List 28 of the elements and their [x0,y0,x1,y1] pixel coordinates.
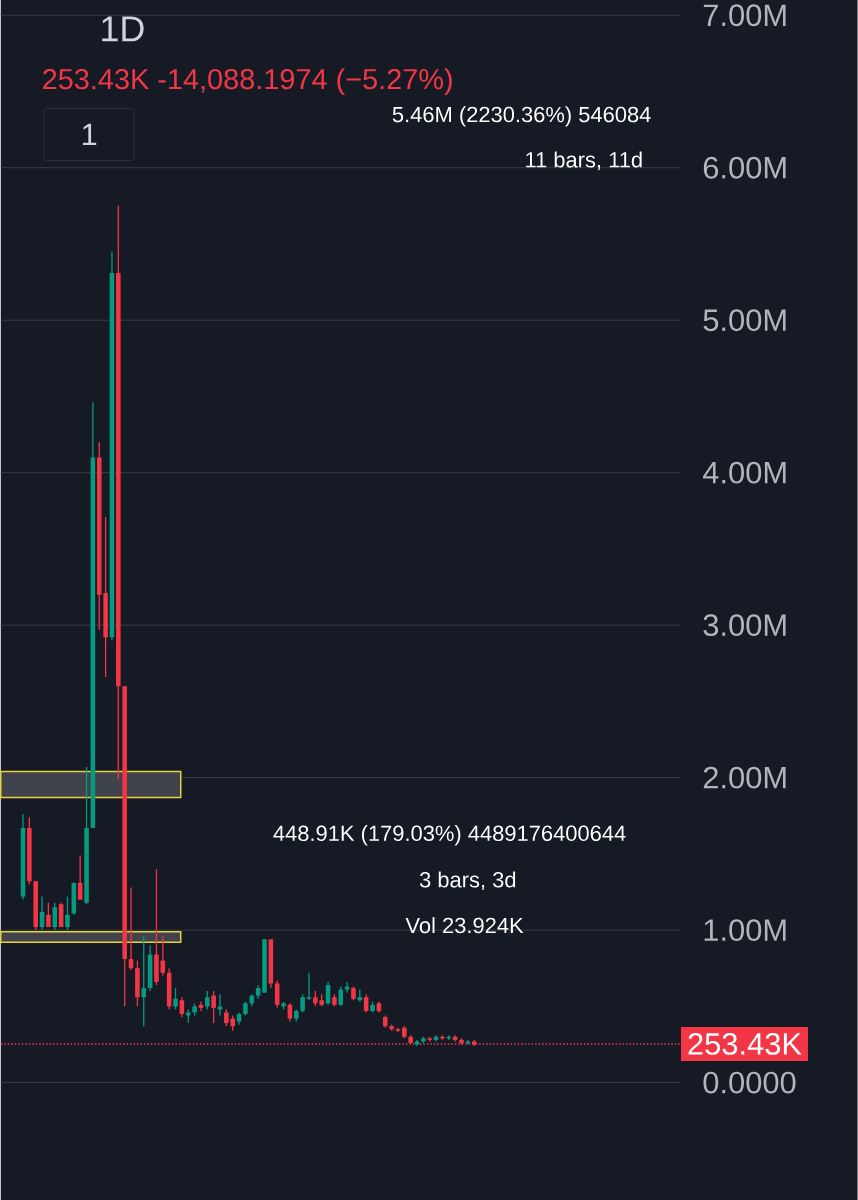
y-tick-label: 2.00M [703,766,786,789]
text: 253.43K -14,088.1974 (−5.27%) [43,68,452,96]
y-tick-label: 0.0000 [703,1071,796,1094]
y-tick-label: 5.00M [703,309,786,332]
annotation: 3 bars, 3d [420,871,516,891]
annotation: 1 [83,123,97,146]
y-tick-label: 6.00M [703,156,786,179]
candlestick [275,979,280,1009]
candlestick [205,990,210,1011]
ref-line-label: 253.43K [688,1033,802,1055]
candlestick [65,895,70,931]
annotation: Vol 23.924K [405,917,524,934]
candlestick [306,972,312,1001]
candlestick [141,935,147,1027]
candlestick [52,902,58,931]
candlestick [173,987,178,1011]
y-tick-label: 7.00M [703,4,786,27]
candlestick [338,985,344,1007]
annotation: 11 bars, 11d [526,151,642,171]
annotation: 5.46M (2230.36%) 546084 [392,106,651,127]
y-tick-label: 1.00M [704,919,786,942]
chart-title: 1D [102,16,144,42]
candlestick [300,993,306,1014]
annotation: 448.91K (179.03%) 4489176400644 [273,824,626,846]
y-tick-label: 3.00M [703,614,786,637]
candlestick [46,902,51,928]
y-tick-label: 4.00M [703,461,786,484]
candlestick [211,990,217,1024]
